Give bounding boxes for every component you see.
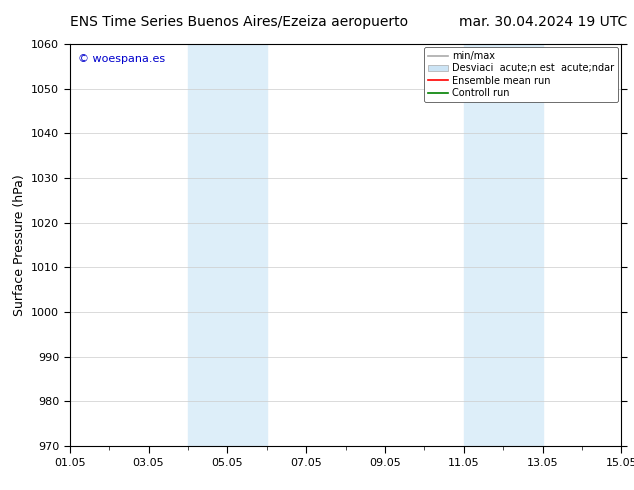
Text: © woespana.es: © woespana.es bbox=[78, 54, 165, 64]
Text: mar. 30.04.2024 19 UTC: mar. 30.04.2024 19 UTC bbox=[460, 15, 628, 29]
Bar bbox=[188, 44, 267, 446]
Bar bbox=[463, 44, 543, 446]
Legend: min/max, Desviaci  acute;n est  acute;ndar, Ensemble mean run, Controll run: min/max, Desviaci acute;n est acute;ndar… bbox=[424, 47, 618, 102]
Text: ENS Time Series Buenos Aires/Ezeiza aeropuerto: ENS Time Series Buenos Aires/Ezeiza aero… bbox=[70, 15, 408, 29]
Y-axis label: Surface Pressure (hPa): Surface Pressure (hPa) bbox=[13, 174, 25, 316]
